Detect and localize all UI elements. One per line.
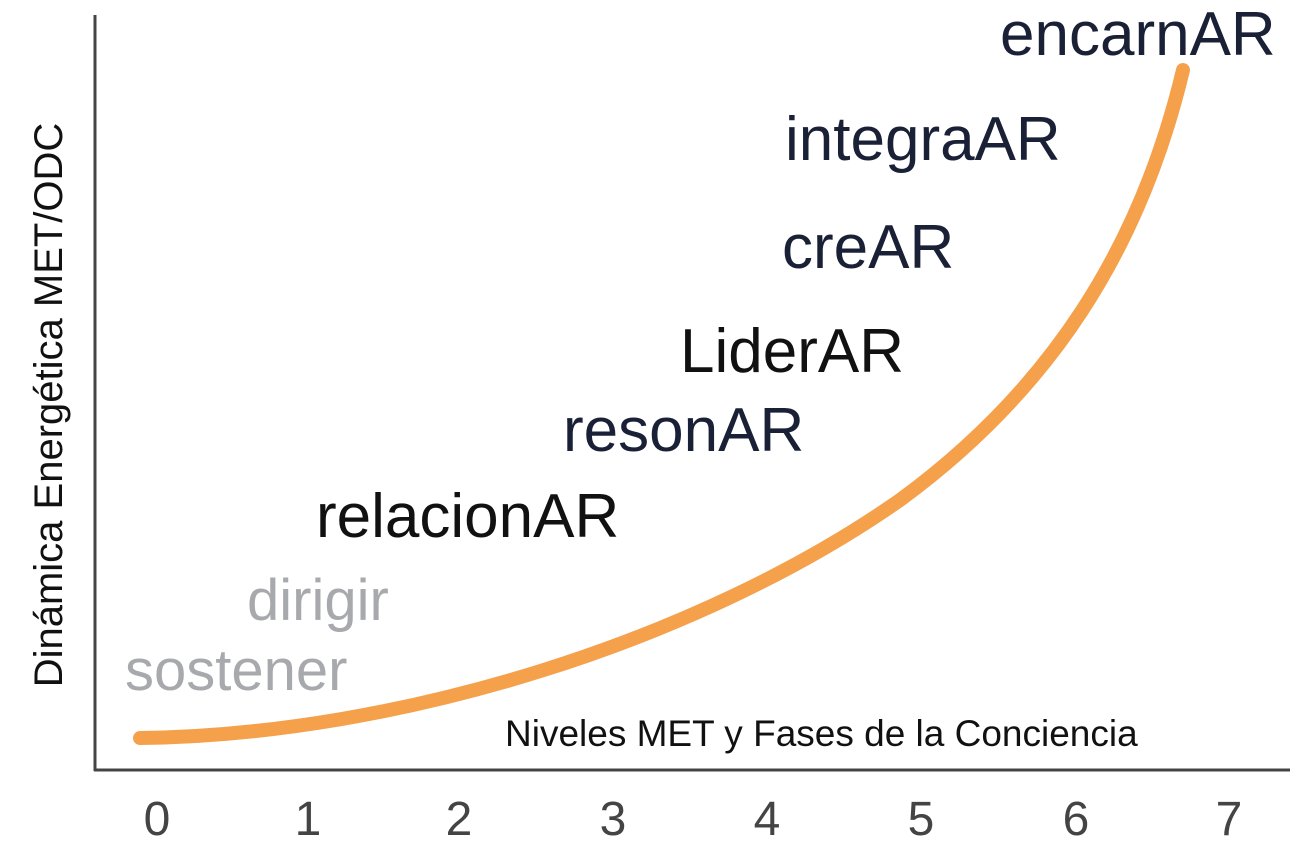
x-tick-label: 7 xyxy=(1216,793,1243,846)
x-tick-label: 0 xyxy=(144,793,171,846)
phase-label: creAR xyxy=(782,213,954,282)
y-axis-label: Dinámica Energética MET/ODC xyxy=(27,123,71,688)
x-tick-label: 2 xyxy=(446,793,473,846)
x-tick-label: 3 xyxy=(600,793,627,846)
x-tick-label: 5 xyxy=(908,793,935,846)
x-tick-label: 4 xyxy=(754,793,781,846)
phase-label: resonAR xyxy=(563,396,804,465)
growth-curve xyxy=(133,63,1190,745)
x-tick-label: 6 xyxy=(1063,793,1090,846)
phase-label: relacionAR xyxy=(316,482,619,551)
x-axis-label: Niveles MET y Fases de la Conciencia xyxy=(505,713,1138,754)
x-tick-label: 1 xyxy=(295,793,322,846)
phase-label: dirigir xyxy=(247,568,389,633)
phase-label: encarnAR xyxy=(1000,0,1276,69)
phase-label: sostener xyxy=(125,638,347,703)
phase-label: integraAR xyxy=(785,105,1061,174)
phase-label: LiderAR xyxy=(680,317,904,386)
